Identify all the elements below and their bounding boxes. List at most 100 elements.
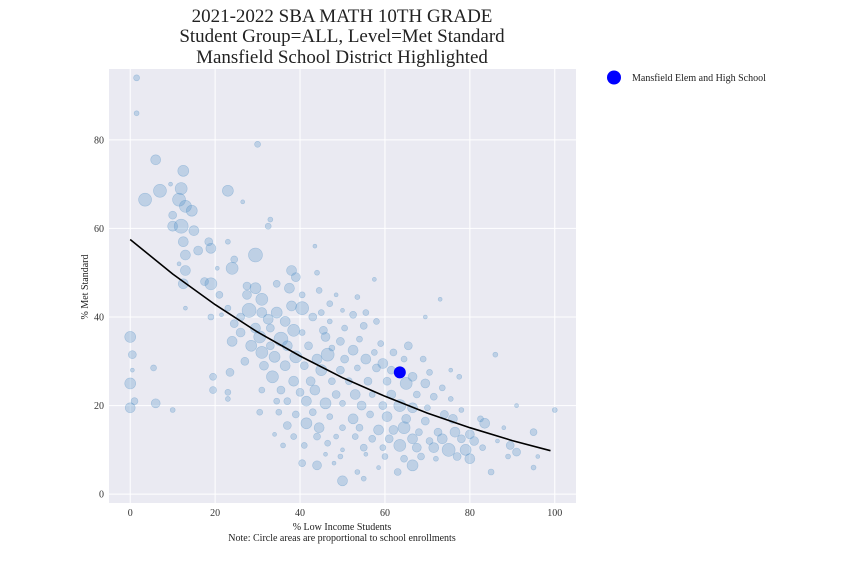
data-point xyxy=(448,367,454,373)
data-point xyxy=(317,309,325,316)
data-point xyxy=(124,402,136,414)
data-point xyxy=(429,392,438,401)
data-point xyxy=(128,350,137,359)
data-point xyxy=(133,74,140,82)
data-point xyxy=(436,433,448,445)
data-point xyxy=(424,404,431,412)
data-point xyxy=(328,344,336,352)
data-point xyxy=(411,442,422,453)
data-point xyxy=(501,425,507,431)
data-point xyxy=(381,453,389,460)
data-point xyxy=(441,443,456,457)
x-axis-ticks: 0 20 40 60 80 100 xyxy=(128,508,563,519)
title-line-2: Student Group=ALL, Level=Met Standard xyxy=(179,26,505,47)
data-point xyxy=(242,281,252,291)
data-point xyxy=(249,282,262,295)
data-point xyxy=(373,424,384,436)
data-point xyxy=(276,385,286,395)
data-point xyxy=(235,327,246,338)
data-point xyxy=(337,475,348,487)
data-point xyxy=(225,368,235,377)
data-point xyxy=(309,384,321,396)
data-point xyxy=(283,397,292,405)
data-point xyxy=(242,290,252,300)
data-point xyxy=(428,442,440,453)
data-point xyxy=(333,433,339,440)
data-point xyxy=(224,388,232,396)
data-point xyxy=(275,408,283,416)
data-point xyxy=(256,307,268,318)
data-point xyxy=(295,301,309,315)
data-point xyxy=(299,361,309,371)
y-axis-ticks: 0 20 40 60 80 xyxy=(94,135,104,500)
data-point xyxy=(288,375,299,387)
data-point xyxy=(304,341,313,351)
plot-area xyxy=(109,69,576,503)
data-point xyxy=(456,373,463,380)
data-point xyxy=(301,395,312,407)
data-point xyxy=(401,414,411,424)
data-point xyxy=(207,313,215,321)
data-point xyxy=(279,316,291,327)
trend-line xyxy=(129,238,551,452)
data-point xyxy=(356,400,367,411)
data-point xyxy=(479,444,486,451)
data-point xyxy=(372,277,377,282)
data-point xyxy=(312,460,322,471)
data-point xyxy=(193,245,203,256)
legend: Mansfield Elem and High School xyxy=(607,70,766,85)
data-point xyxy=(360,353,372,365)
data-point xyxy=(204,237,214,247)
data-point xyxy=(382,376,392,386)
y-tick-label: 80 xyxy=(94,135,104,146)
data-point xyxy=(167,220,178,232)
data-point xyxy=(200,277,209,286)
data-point xyxy=(529,428,538,436)
data-point xyxy=(241,303,257,318)
data-point xyxy=(514,403,519,408)
data-point xyxy=(331,390,341,399)
data-point xyxy=(326,318,333,325)
data-point xyxy=(407,433,418,445)
data-point xyxy=(433,427,443,437)
data-point xyxy=(305,376,316,387)
data-point xyxy=(320,347,335,362)
data-point xyxy=(308,312,318,322)
data-point xyxy=(452,452,462,461)
data-point xyxy=(530,464,537,471)
data-point xyxy=(284,282,295,294)
data-point xyxy=(168,181,173,187)
data-point xyxy=(354,469,361,475)
data-point xyxy=(340,447,345,453)
data-point xyxy=(340,354,349,364)
data-point xyxy=(255,292,269,306)
data-point xyxy=(426,369,433,376)
data-point xyxy=(363,451,369,457)
data-point xyxy=(150,398,161,409)
y-tick-label: 0 xyxy=(99,490,104,501)
data-point xyxy=(404,341,413,351)
data-point xyxy=(337,453,344,460)
data-point xyxy=(449,426,461,438)
chart-title: 2021-2022 SBA MATH 10TH GRADE Student Gr… xyxy=(179,6,505,68)
data-point xyxy=(378,401,388,410)
data-point xyxy=(420,378,431,389)
data-point xyxy=(351,433,359,440)
data-point xyxy=(209,372,217,381)
data-point xyxy=(291,410,300,419)
data-point xyxy=(384,434,394,444)
data-point xyxy=(245,339,258,352)
data-point xyxy=(457,434,466,444)
data-point xyxy=(286,300,297,312)
data-point xyxy=(314,269,320,276)
data-point xyxy=(372,363,381,373)
data-point xyxy=(407,371,418,382)
data-point xyxy=(225,261,239,275)
data-point xyxy=(279,360,291,372)
data-point xyxy=(447,396,454,402)
data-point xyxy=(433,455,439,462)
data-point xyxy=(354,294,361,300)
data-point xyxy=(324,439,331,447)
data-point xyxy=(320,332,331,342)
data-point xyxy=(388,425,399,435)
